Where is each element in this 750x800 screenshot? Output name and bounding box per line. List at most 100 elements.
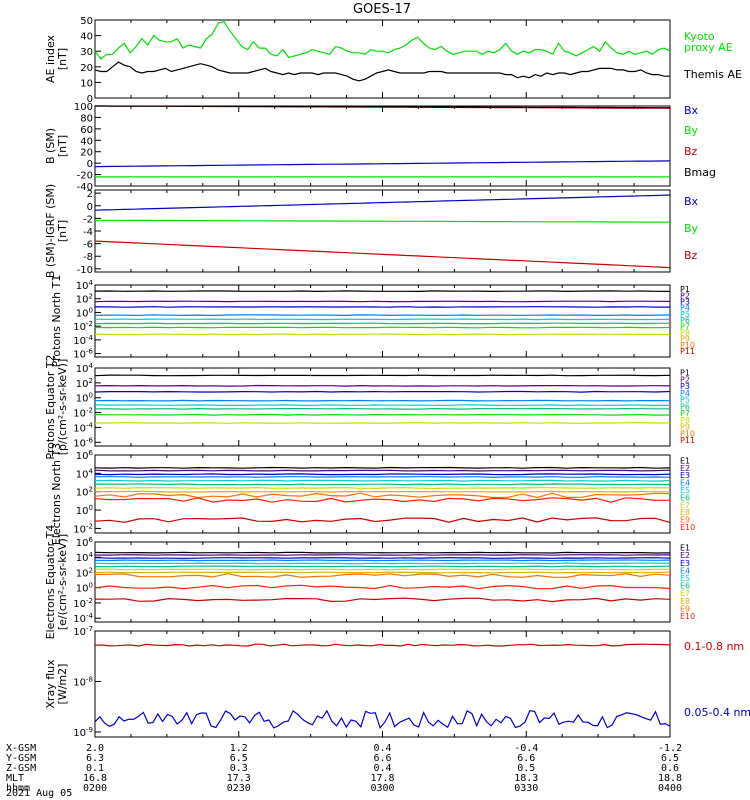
legend-themis-ae: Themis AE <box>683 68 742 81</box>
y-tick-label: 0 <box>87 94 93 105</box>
y-tick-label: 10-9 <box>73 726 93 739</box>
y-tick-label: 102 <box>76 293 93 306</box>
legend-e4: E4 <box>680 566 690 575</box>
legend-kyoto-proxy-ae: Kyoto proxy AE <box>684 30 733 54</box>
legend-p5: P5 <box>680 396 690 405</box>
ephemeris-value: -0.4 <box>514 743 538 754</box>
series-p3 <box>95 306 670 308</box>
panel-frame-ee <box>94 541 671 623</box>
ephemeris-label-z-gsm: Z-GSM <box>6 763 36 774</box>
series-e3 <box>94 557 671 559</box>
y-axis-label-en: Electrons North T3 <box>50 443 63 545</box>
y-tick-label: 10-2 <box>73 597 93 610</box>
series-e6 <box>94 565 671 568</box>
y-tick-label: 100 <box>76 306 93 319</box>
y-tick-label: 0 <box>87 202 93 213</box>
series-bx <box>94 160 671 168</box>
y-tick-label: 100 <box>74 102 93 113</box>
series-e1 <box>94 551 671 554</box>
ephemeris-value: 0400 <box>658 783 682 794</box>
panel-frame-pn <box>94 284 671 358</box>
legend-bmag: Bmag <box>684 166 716 179</box>
legend-e10: E10 <box>680 612 695 621</box>
legend-e3: E3 <box>680 471 690 480</box>
legend-e5: E5 <box>680 486 690 495</box>
series-e5 <box>94 479 671 482</box>
series-p7 <box>94 326 671 329</box>
legend-bz: Bz <box>684 145 698 158</box>
y-tick-label: 106 <box>76 536 94 549</box>
series-p4 <box>94 314 671 317</box>
ephemeris-value: -1.2 <box>658 743 682 754</box>
y-tick-label: 104 <box>76 362 94 375</box>
legend-0-05-0-4-nm: 0.05-0.4 nm <box>684 706 750 719</box>
series-p8 <box>94 333 671 336</box>
y-tick-label: -40 <box>77 182 93 193</box>
legend-p7: P7 <box>680 409 690 418</box>
series-e5 <box>94 562 671 565</box>
ephemeris-value: 0.5 <box>517 763 535 774</box>
legend-e3: E3 <box>680 559 690 568</box>
legend-e10: E10 <box>680 523 695 532</box>
ephemeris-value: 6.3 <box>86 753 104 764</box>
series-bmag <box>95 105 670 109</box>
y-axis-label-pn: Protons North T1 <box>50 275 63 368</box>
series-p2 <box>94 384 671 387</box>
series-bz <box>94 240 671 269</box>
series-e8 <box>94 571 671 574</box>
legend-p7: P7 <box>680 322 690 331</box>
legend-bx: Bx <box>684 104 699 117</box>
series-e4 <box>94 559 671 562</box>
series-level10 <box>94 597 671 603</box>
series-e1 <box>94 466 671 469</box>
panel-frame-ae <box>94 19 671 99</box>
series-e2 <box>94 469 671 472</box>
series-p6 <box>94 407 670 410</box>
ephemeris-value: 18.8 <box>658 773 682 784</box>
ephemeris-value: 0.1 <box>86 763 104 774</box>
panel-frame-pe <box>94 367 671 447</box>
y-tick-label: 2 <box>87 189 93 200</box>
series-p6 <box>94 322 671 325</box>
legend-0-1-0-8-nm: 0.1-0.8 nm <box>684 640 744 653</box>
y-tick-label: 104 <box>76 467 94 480</box>
series-e6 <box>95 483 671 486</box>
series-p4 <box>94 399 671 402</box>
y-axis-label-ae: AE index[nT] <box>44 34 69 83</box>
series-p5 <box>94 404 670 407</box>
ephemeris-value: 0.4 <box>373 763 391 774</box>
legend-e2: E2 <box>680 464 690 473</box>
y-tick-label: 10-6 <box>73 348 93 361</box>
y-tick-label: 60 <box>80 125 93 136</box>
y-tick-label: -8 <box>83 252 93 263</box>
ephemeris-value: 1.2 <box>230 743 248 754</box>
series-p5 <box>95 318 671 321</box>
panel-frame-bsm <box>94 105 671 187</box>
ephemeris-value: 6.6 <box>517 753 535 764</box>
series-e10 <box>94 584 671 590</box>
series-e9 <box>94 573 671 579</box>
y-axis-label-ee: Electrons Equator T4[e/(cm²-s-sr-keV)] <box>44 525 69 640</box>
y-tick-label: 100 <box>76 392 93 405</box>
y-tick-label: 102 <box>76 566 93 579</box>
ephemeris-value: 18.3 <box>514 773 538 784</box>
legend-e4: E4 <box>680 479 690 488</box>
series-e3 <box>94 473 671 476</box>
series-p8 <box>95 422 671 424</box>
y-tick-label: -20 <box>77 171 93 182</box>
y-tick-label: 10-4 <box>73 334 93 347</box>
legend-p8: P8 <box>680 328 690 337</box>
y-tick-label: 104 <box>76 279 94 292</box>
legend-p9: P9 <box>680 423 690 432</box>
y-tick-label: -4 <box>83 227 93 238</box>
ephemeris-value: 0330 <box>514 783 538 794</box>
ephemeris-label-y-gsm: Y-GSM <box>6 753 36 764</box>
y-tick-label: 106 <box>76 449 94 462</box>
y-tick-label: 40 <box>80 136 93 147</box>
y-axis-label-bsm: B (SM)[nT] <box>44 128 69 164</box>
legend-e6: E6 <box>680 582 690 591</box>
legend-p4: P4 <box>680 389 690 398</box>
series-p1 <box>94 374 671 377</box>
series-e2 <box>94 554 671 556</box>
ephemeris-value: 16.8 <box>83 773 107 784</box>
